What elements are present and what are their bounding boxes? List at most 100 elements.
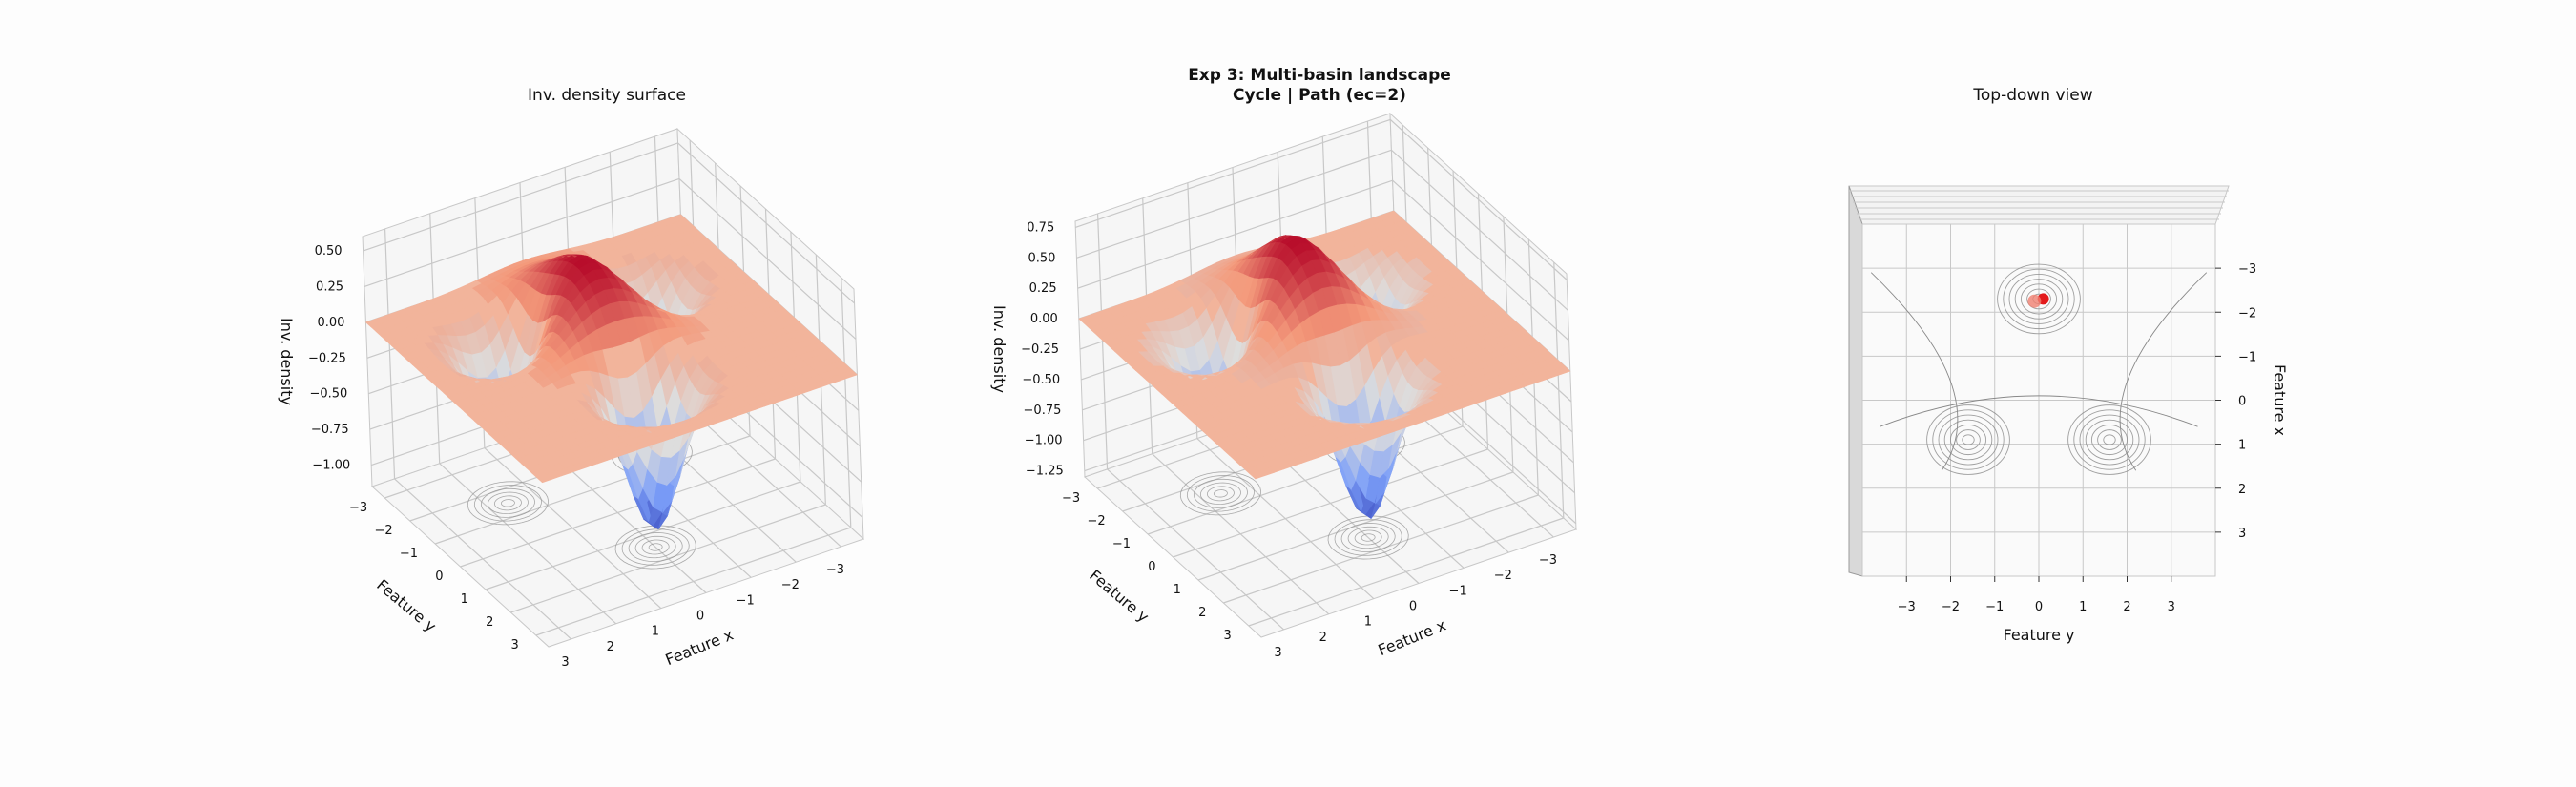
- contour-ring: [480, 487, 535, 518]
- grid-line: [485, 481, 801, 590]
- contour-ring: [2067, 404, 2151, 475]
- contour-ring: [621, 528, 690, 566]
- axis-ticks: 0.75 0.50 0.25 0.00 −0.25 −0.50 −0.75 −1.00 −1.2…: [1021, 220, 1557, 660]
- y-tick-label: 2: [1198, 606, 1206, 620]
- grid-line: [1152, 453, 1330, 615]
- contour-ring: [1949, 424, 1987, 456]
- grid-line: [1173, 448, 1488, 558]
- contour-ring: [2003, 268, 2075, 330]
- contour-ring: [1926, 404, 2010, 475]
- grid-line: [363, 142, 678, 252]
- z-tick-label: 0.25: [1029, 281, 1057, 296]
- contour-curve: [2119, 272, 2208, 471]
- axis-ticks: 0.50 0.25 0.00 −0.25 −0.50 −0.75 −1.00 −3 −2 −1 0 1…: [308, 244, 844, 670]
- grid-line: [439, 463, 617, 625]
- x-tick-label: 3: [1274, 646, 1281, 660]
- contour-curve: [1880, 395, 2198, 427]
- surface-facet: [841, 369, 859, 379]
- contour-ring: [2014, 279, 2064, 320]
- contour-ring: [1354, 529, 1382, 546]
- contour-ring: [1214, 489, 1228, 498]
- contour-ring: [2079, 414, 2140, 466]
- grid-line: [1075, 118, 1391, 228]
- y-tick-label: 1: [461, 592, 468, 607]
- contour-ring: [1938, 414, 1999, 466]
- y-tick-label: −1: [2238, 350, 2256, 364]
- y-tick-label: −1: [400, 547, 418, 561]
- y-tick-label: −2: [2238, 306, 2256, 321]
- x-tick-label: 0: [696, 610, 704, 624]
- y-tick-label: 0: [435, 570, 443, 584]
- grid-line: [384, 228, 396, 479]
- x-tick-label: −1: [1449, 584, 1467, 598]
- contour-ring: [493, 495, 522, 511]
- y-axis-label: Feature x: [2271, 364, 2289, 436]
- z-tick-label: −0.75: [311, 423, 349, 437]
- grid-line: [1389, 118, 1568, 280]
- x-axis-label: Feature x: [663, 626, 737, 670]
- contour-ring: [641, 539, 670, 555]
- x-tick-label: −2: [1494, 569, 1512, 583]
- grid-line: [394, 478, 571, 640]
- grid-line: [535, 527, 851, 636]
- grid-line: [1248, 517, 1564, 627]
- z-axis-label: Inv. density: [990, 305, 1008, 393]
- z-tick-label: −1.25: [1026, 465, 1064, 479]
- z-tick-label: 0.00: [1030, 312, 1058, 326]
- z-axis-label: Inv. density: [278, 318, 296, 405]
- contour-ring: [1206, 486, 1235, 502]
- contour-ring: [2090, 424, 2129, 456]
- x-tick-label: −1: [737, 593, 755, 608]
- x-tick-label: 0: [2035, 600, 2043, 614]
- x-tick-label: 1: [1364, 615, 1372, 630]
- y-tick-label: −2: [1087, 514, 1105, 528]
- contour-ring: [2103, 434, 2116, 445]
- contour-ring: [1361, 533, 1376, 542]
- contour-ring: [2097, 429, 2122, 450]
- panel-multi-basin-surface: 0.75 0.50 0.25 0.00 −0.25 −0.50 −0.75 −1.00 −1.2…: [990, 112, 1577, 660]
- y-tick-label: 2: [2238, 483, 2246, 497]
- y-tick-label: −2: [374, 524, 392, 538]
- contour-ring: [2020, 283, 2058, 315]
- contour-curve: [1870, 272, 1959, 471]
- contour-ring: [487, 491, 529, 515]
- z-tick-label: 0.25: [316, 280, 343, 294]
- contour-ring: [1327, 515, 1409, 560]
- x-axis-label: Feature y: [2003, 626, 2074, 644]
- y-tick-label: 3: [1224, 629, 1232, 643]
- contour-ring: [2026, 288, 2051, 310]
- panel1-title: Inv. density surface: [528, 86, 686, 105]
- grid-line: [1391, 149, 1568, 311]
- contour-ring: [1932, 409, 2005, 470]
- x-tick-label: 1: [652, 625, 659, 639]
- contour-ring: [1199, 482, 1241, 506]
- z-tick-label: −0.75: [1024, 404, 1062, 418]
- z-tick-label: 0.00: [317, 316, 344, 330]
- grid-line: [1196, 438, 1375, 600]
- y-tick-label: −3: [2238, 262, 2256, 277]
- contour-ring: [1997, 263, 2081, 335]
- contour-ring: [1179, 471, 1261, 516]
- contour-ring: [473, 485, 542, 522]
- x-tick-label: −3: [826, 563, 844, 577]
- z-tick-label: −0.50: [1022, 373, 1060, 387]
- y-tick-label: 2: [486, 615, 493, 630]
- contour-ring: [1347, 526, 1389, 549]
- z-tick-label: −1.00: [1025, 434, 1063, 448]
- z-tick-label: −0.50: [309, 387, 347, 402]
- x-tick-label: 3: [561, 655, 569, 670]
- contour-ring: [1186, 475, 1255, 512]
- contour-ring: [1962, 434, 1975, 445]
- grid-line: [364, 177, 680, 287]
- contour-ring: [1943, 419, 1993, 461]
- z-tick-label: −1.00: [312, 459, 350, 473]
- grid-line: [1107, 468, 1284, 631]
- y-tick-label: −3: [1062, 491, 1080, 506]
- grid-line: [1392, 179, 1570, 342]
- y-tick-label: −1: [1112, 537, 1131, 551]
- x-tick-label: −3: [1898, 600, 1916, 614]
- grid-line: [677, 142, 855, 304]
- top-pane: [1848, 185, 2230, 225]
- path-point: [2027, 294, 2042, 308]
